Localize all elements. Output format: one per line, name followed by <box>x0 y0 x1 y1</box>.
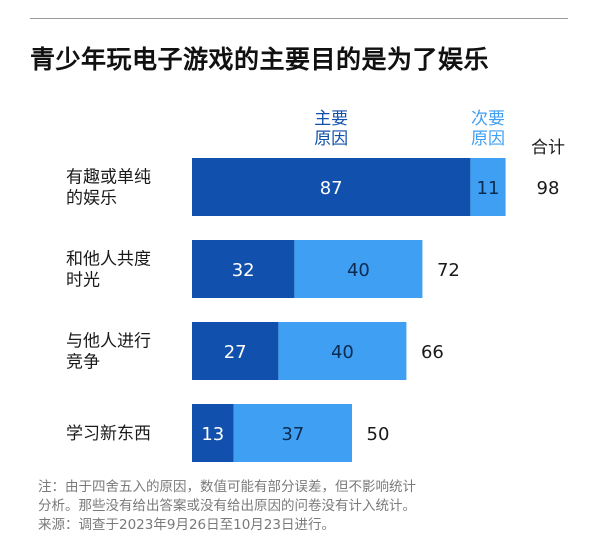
legend-primary-1: 原因 <box>314 129 348 149</box>
totals-header: 合计 <box>531 138 565 158</box>
value-label-secondary-3: 37 <box>281 424 304 445</box>
bar-secondary-3 <box>233 404 352 462</box>
category-label-1-0: 和他人共度 <box>66 250 151 270</box>
total-label-3: 50 <box>367 424 390 445</box>
category-label-3-0: 学习新东西 <box>66 424 151 444</box>
bar-secondary-0 <box>470 158 506 216</box>
value-label-secondary-2: 40 <box>331 342 354 363</box>
value-label-primary-3: 13 <box>201 424 224 445</box>
category-label-0-1: 的娱乐 <box>66 189 117 209</box>
bar-secondary-1 <box>294 240 423 298</box>
bar-secondary-2 <box>278 322 407 380</box>
footnote-line-2: 分析。那些没有给出答案或没有给出原因的问卷没有计入统计。 <box>38 498 416 514</box>
bar-primary-0 <box>192 158 471 216</box>
footnote-line-1: 注：由于四舍五入的原因，数值可能有部分误差，但不影响统计 <box>38 479 416 495</box>
chart-title: 青少年玩电子游戏的主要目的是为了娱乐 <box>30 45 490 74</box>
category-label-1-1: 时光 <box>66 271 100 291</box>
footnote: 注：由于四舍五入的原因，数值可能有部分误差，但不影响统计 分析。那些没有给出答案… <box>38 478 578 535</box>
bar-primary-3 <box>192 404 234 462</box>
value-label-primary-2: 27 <box>224 342 247 363</box>
value-label-secondary-1: 40 <box>347 260 370 281</box>
category-label-2-0: 与他人进行 <box>66 332 151 352</box>
category-label-2-1: 竞争 <box>66 353 100 373</box>
legend-secondary-0: 次要 <box>471 109 505 129</box>
footnote-line-3: 来源：调查于2023年9月26日至10月23日进行。 <box>38 517 335 533</box>
value-label-secondary-0: 11 <box>477 178 500 199</box>
value-label-primary-0: 87 <box>320 178 343 199</box>
legend-primary-0: 主要 <box>314 109 348 129</box>
bar-primary-2 <box>192 322 279 380</box>
total-label-2: 66 <box>421 342 444 363</box>
value-label-primary-1: 32 <box>232 260 255 281</box>
category-label-0-0: 有趣或单纯 <box>66 168 151 188</box>
total-label-0: 98 <box>537 178 560 199</box>
top-rule <box>30 18 568 19</box>
total-label-1: 72 <box>437 260 460 281</box>
legend-secondary-1: 原因 <box>471 129 505 149</box>
bar-primary-1 <box>192 240 295 298</box>
